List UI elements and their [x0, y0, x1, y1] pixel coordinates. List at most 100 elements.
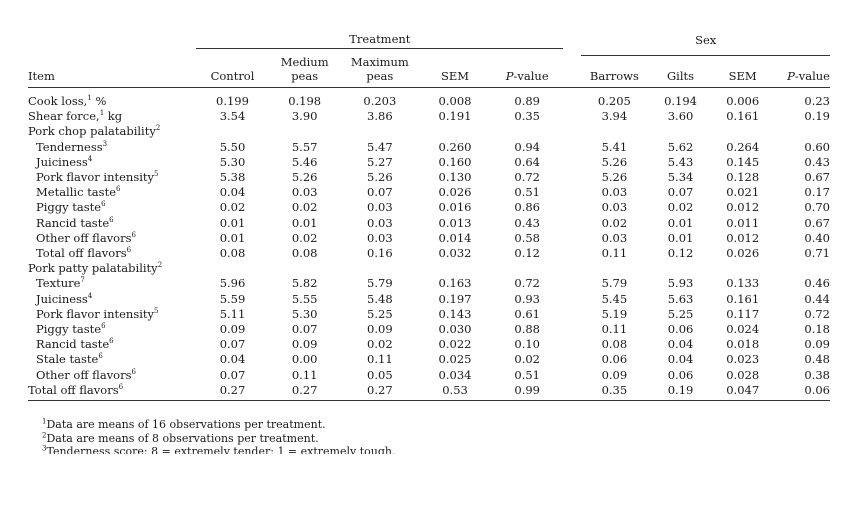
sex-group-heading: Sex — [695, 32, 717, 47]
footnote-marker: 4 — [87, 291, 93, 300]
cell-value: 0.02 — [219, 200, 246, 215]
table-row: Metallic taste6 0.04 0.03 0.07 0.026 0.51 0.03… — [28, 185, 830, 200]
cell-value: 0.01 — [291, 215, 318, 230]
cell-value: 5.57 — [291, 139, 318, 154]
table-row: Pork chop palatability2 — [28, 124, 830, 139]
cell-value: 0.27 — [268, 382, 341, 402]
cell-value: 0.260 — [438, 139, 472, 154]
footnote-marker: 6 — [109, 337, 114, 346]
cell-value: 5.59 — [219, 291, 246, 306]
row-label: Total off flavors6 — [36, 246, 132, 261]
cell-value: 0.143 — [438, 306, 472, 321]
cell-value: 0.163 — [438, 276, 472, 291]
cell-value: 0.128 — [726, 170, 760, 185]
cell-value: 0.02 — [367, 337, 393, 352]
cell-value: 0.02 — [291, 200, 318, 215]
cell-value: 0.61 — [514, 306, 540, 321]
row-label: Total off flavors6 — [28, 382, 197, 402]
cell-value: 0.64 — [514, 154, 540, 169]
table-row: Cook loss,1 % 0.199 0.198 0.203 0.008 0.89 0.2… — [28, 88, 830, 110]
cell-value: 0.161 — [726, 291, 760, 306]
cell-value: 5.30 — [219, 154, 246, 169]
cell-value — [581, 124, 647, 139]
row-label: Other off flavors6 — [36, 230, 136, 245]
cell-value: 0.03 — [367, 215, 393, 230]
row-label: Stale taste6 — [36, 352, 103, 367]
cell-value: 3.86 — [367, 109, 393, 124]
footnotes: 1Data are means of 16 observations per t… — [42, 418, 562, 454]
footnote: 3Tenderness score: 8 = extremely tender;… — [42, 444, 396, 454]
row-label: Pork patty palatability2 — [28, 261, 163, 276]
cell-value: 0.016 — [438, 200, 472, 215]
header-rule — [28, 87, 830, 88]
cell-value: 0.27 — [340, 382, 419, 402]
row-label: Piggy taste6 — [36, 322, 106, 337]
cell-value: 0.11 — [601, 246, 628, 261]
footnote-marker: 3 — [102, 139, 108, 148]
cell-value: 5.93 — [667, 276, 694, 291]
cell-value: 0.18 — [804, 322, 830, 337]
cell-value: 5.26 — [601, 154, 628, 169]
cell-value — [714, 261, 772, 276]
cell-value: 0.43 — [514, 215, 540, 230]
cell-value: 0.35 — [514, 109, 540, 124]
cell-value: 0.205 — [597, 94, 631, 108]
cell-value: 0.06 — [667, 367, 694, 382]
cell-value: 0.07 — [219, 337, 246, 352]
cell-value: 0.44 — [804, 291, 830, 306]
cell-value: 0.51 — [514, 185, 540, 200]
sex-rule — [581, 48, 830, 56]
cell-value: 5.11 — [219, 306, 246, 321]
cell-value: 0.01 — [667, 215, 694, 230]
results-table: Treatment Sex Item Control Medium peas Ma… — [28, 32, 830, 402]
cell-value: 0.01 — [219, 215, 246, 230]
cell-value: 0.72 — [514, 276, 540, 291]
cell-value: 0.12 — [514, 246, 540, 261]
cell-value: 0.43 — [804, 154, 830, 169]
table-row: Total off flavors6 0.08 0.08 0.16 0.032 0.12 0… — [28, 246, 830, 261]
row-label: Metallic taste6 — [36, 185, 121, 200]
cell-value: 0.94 — [514, 139, 540, 154]
col-control: Control — [210, 69, 255, 83]
table-body: Cook loss,1 % 0.199 0.198 0.203 0.008 0.89 0.2… — [28, 88, 830, 402]
cell-value: 0.03 — [291, 185, 318, 200]
footnote: 2Data are means of 8 observations per tr… — [42, 430, 319, 445]
row-label: Pork flavor intensity5 — [36, 170, 159, 185]
cell-value: 0.021 — [726, 185, 760, 200]
cell-value — [419, 261, 491, 276]
cell-value: 0.88 — [514, 322, 540, 337]
col-p-value-sex: P-value — [787, 69, 830, 83]
cell-value: 0.09 — [367, 322, 393, 337]
cell-value: 5.43 — [667, 154, 694, 169]
cell-value: 0.023 — [726, 352, 760, 367]
cell-value: 5.47 — [367, 139, 393, 154]
cell-value: 0.194 — [664, 94, 698, 108]
cell-value: 0.04 — [667, 352, 694, 367]
row-label: Pork chop palatability2 — [28, 124, 161, 139]
table-row: Other off flavors6 0.07 0.11 0.05 0.034 0.51 0… — [28, 368, 830, 383]
footnote-marker: 4 — [87, 154, 93, 163]
row-label: Cook loss,1 % — [28, 94, 107, 108]
row-label: Other off flavors6 — [36, 367, 136, 382]
cell-value: 0.191 — [438, 109, 472, 124]
footnote-marker: 6 — [131, 231, 136, 239]
cell-value: 0.026 — [726, 246, 760, 261]
cell-value: 0.030 — [438, 322, 472, 337]
cell-value — [341, 261, 419, 276]
cell-value: 0.09 — [291, 337, 318, 352]
cell-value: 5.38 — [219, 170, 246, 185]
cell-value: 0.03 — [367, 200, 393, 215]
cell-value — [196, 261, 268, 276]
footnote-marker: 7 — [80, 276, 85, 285]
cell-value — [647, 261, 713, 276]
cell-value: 0.024 — [726, 322, 760, 337]
cell-value — [581, 261, 647, 276]
cell-value: 5.79 — [601, 276, 628, 291]
cell-value: 0.38 — [804, 367, 830, 382]
table-row: Pork flavor intensity5 5.11 5.30 5.25 0.143 0… — [28, 307, 830, 322]
group-header-row: Treatment Sex — [28, 32, 830, 48]
cell-value — [491, 124, 563, 139]
cell-value: 0.197 — [438, 291, 472, 306]
row-label: Juiciness4 — [36, 154, 93, 169]
cell-value: 0.199 — [216, 94, 249, 108]
